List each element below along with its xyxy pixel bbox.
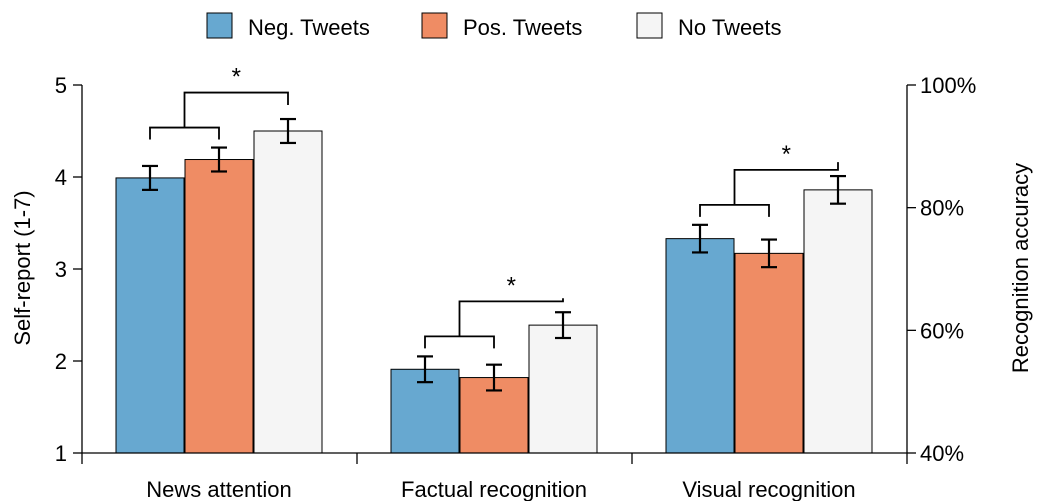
legend-item: Neg. Tweets (206, 12, 370, 40)
error-bar (142, 164, 158, 191)
y-tick-label: 1 (55, 441, 67, 466)
error-bar (692, 223, 708, 254)
bar (115, 177, 185, 454)
right-y-ticks: 40% 60% 80% 100% (907, 73, 976, 466)
y-tick-label: 2 (55, 349, 67, 374)
legend-label: Pos. Tweets (463, 15, 582, 40)
significance-bracket: * (149, 64, 289, 140)
y2-tick-label: 100% (920, 73, 976, 98)
error-bar (830, 174, 846, 205)
left-y-ticks: 1 2 3 4 5 (55, 73, 82, 466)
significance-star: * (507, 272, 516, 299)
legend-swatch (421, 12, 448, 39)
bar (528, 324, 598, 454)
y2-tick-label: 40% (920, 441, 964, 466)
legend-swatch (206, 12, 233, 39)
error-bar (555, 311, 571, 340)
right-y-axis-label: Recognition accuracy (1008, 163, 1033, 373)
y-tick-label: 4 (55, 165, 67, 190)
y2-tick-label: 60% (920, 318, 964, 343)
x-ticks: News attention Factual recognition Visual … (81, 453, 908, 501)
error-bars (142, 117, 846, 392)
y-tick-label: 5 (55, 73, 67, 98)
significance-bracket: * (424, 272, 564, 349)
legend-label: Neg. Tweets (248, 15, 370, 40)
bar (253, 130, 323, 454)
x-category-label: Visual recognition (682, 477, 855, 501)
legend-item: No Tweets (636, 12, 782, 40)
legend-item: Pos. Tweets (421, 12, 582, 40)
y2-tick-label: 80% (920, 196, 964, 221)
left-y-axis-label: Self-report (1-7) (10, 190, 35, 345)
error-bar (761, 238, 777, 269)
legend-label: No Tweets (678, 15, 782, 40)
significance-brackets: * * * (149, 64, 839, 349)
x-category-label: News attention (146, 477, 292, 501)
significance-star: * (232, 64, 241, 91)
error-bar (417, 355, 433, 384)
legend: Neg. Tweets Pos. Tweets No Tweets (206, 12, 782, 40)
bar (734, 252, 804, 454)
y-tick-label: 3 (55, 257, 67, 282)
bar (803, 189, 873, 454)
bar (184, 159, 254, 454)
bar (665, 238, 735, 454)
bars (115, 130, 873, 454)
error-bar (280, 117, 296, 145)
significance-star: * (782, 141, 791, 168)
significance-bracket: * (699, 141, 839, 217)
error-bar (486, 363, 502, 392)
x-category-label: Factual recognition (401, 477, 587, 501)
legend-swatch (636, 12, 663, 39)
error-bar (211, 146, 227, 173)
